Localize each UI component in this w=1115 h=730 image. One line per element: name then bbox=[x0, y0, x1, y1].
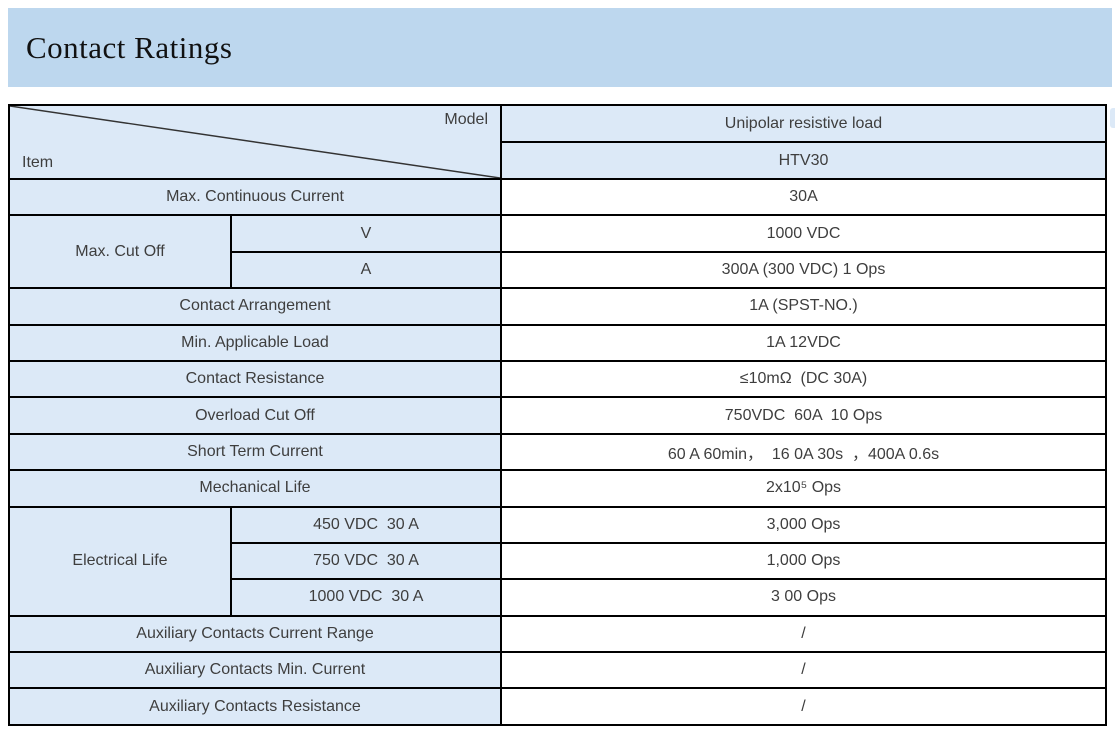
table-row: Electrical Life 450 VDC 30 A 3,000 Ops bbox=[8, 505, 1107, 617]
row-sub-label: 450 VDC 30 A bbox=[230, 505, 502, 544]
table-row: Max. Continuous Current 30A bbox=[8, 177, 1107, 217]
diagonal-divider bbox=[11, 107, 499, 177]
table-row: Overload Cut Off 750VDC 60A 10 Ops bbox=[8, 396, 1107, 435]
row-value: 60 A 60min， 16 0A 30s ，400A 0.6s bbox=[500, 432, 1107, 472]
header-model: HTV30 bbox=[500, 141, 1107, 180]
row-sub-label: 750 VDC 30 A bbox=[230, 541, 502, 581]
row-value: / bbox=[500, 651, 1107, 690]
page-title: Contact Ratings bbox=[26, 29, 233, 65]
row-label: Mechanical Life bbox=[8, 469, 502, 508]
row-value: 3,000 Ops bbox=[500, 505, 1107, 544]
corner-cell: Model Item bbox=[8, 104, 502, 180]
row-value: 3 00 Ops bbox=[500, 578, 1107, 617]
row-value: ≤10mΩ (DC 30A) bbox=[500, 359, 1107, 399]
table-row: Auxiliary Contacts Current Range / bbox=[8, 614, 1107, 654]
table-row: Auxiliary Contacts Resistance / bbox=[8, 687, 1107, 726]
row-value: 1000 VDC bbox=[500, 214, 1107, 253]
table-row: Model Item Unipolar resistive load bbox=[8, 104, 1107, 180]
row-value: / bbox=[500, 687, 1107, 726]
row-label: Auxiliary Contacts Current Range bbox=[8, 614, 502, 654]
contact-ratings-table: Model Item Unipolar resistive load HTV30… bbox=[8, 104, 1107, 726]
table-row: Short Term Current 60 A 60min， 16 0A 30s… bbox=[8, 432, 1107, 472]
row-value: 2x10⁵ Ops bbox=[500, 469, 1107, 508]
table-row: Auxiliary Contacts Min. Current / bbox=[8, 651, 1107, 690]
header-load-type: Unipolar resistive load bbox=[500, 104, 1107, 143]
row-value: 30A bbox=[500, 177, 1107, 217]
row-label: Auxiliary Contacts Min. Current bbox=[8, 651, 502, 690]
row-value: 1A (SPST-NO.) bbox=[500, 287, 1107, 326]
row-sub-label: A bbox=[230, 250, 502, 290]
table-row: Contact Arrangement 1A (SPST-NO.) bbox=[8, 287, 1107, 326]
title-band: Contact Ratings bbox=[8, 8, 1112, 87]
table-row: Max. Cut Off V 1000 VDC bbox=[8, 214, 1107, 290]
row-label: Min. Applicable Load bbox=[8, 323, 502, 362]
table-row: 1000 VDC 30 A 3 00 Ops bbox=[9, 578, 1107, 617]
corner-item-label: Item bbox=[22, 154, 54, 171]
table-row: 750 VDC 30 A 1,000 Ops bbox=[9, 541, 1107, 581]
row-value: 1,000 Ops bbox=[500, 541, 1107, 581]
row-value: / bbox=[500, 614, 1107, 654]
row-value: 300A (300 VDC) 1 Ops bbox=[500, 250, 1107, 290]
row-value: 750VDC 60A 10 Ops bbox=[500, 396, 1107, 435]
corner-model-label: Model bbox=[444, 111, 488, 128]
row-sub-label: 1000 VDC 30 A bbox=[230, 578, 502, 617]
table-row: Contact Resistance ≤10mΩ (DC 30A) bbox=[8, 359, 1107, 399]
row-label: Max. Continuous Current bbox=[8, 177, 502, 217]
table-row: A 300A (300 VDC) 1 Ops bbox=[9, 250, 1107, 290]
row-label: Max. Cut Off bbox=[8, 214, 232, 290]
row-label: Contact Arrangement bbox=[8, 287, 502, 326]
table-row: Mechanical Life 2x10⁵ Ops bbox=[8, 469, 1107, 508]
row-label: Electrical Life bbox=[8, 505, 232, 617]
row-label: Short Term Current bbox=[8, 432, 502, 472]
row-label: Contact Resistance bbox=[8, 359, 502, 399]
row-label: Auxiliary Contacts Resistance bbox=[8, 687, 502, 726]
row-value: 1A 12VDC bbox=[500, 323, 1107, 362]
next-column-fragment bbox=[1110, 108, 1115, 128]
row-label: Overload Cut Off bbox=[8, 396, 502, 435]
row-sub-label: V bbox=[230, 214, 502, 253]
table-row: Min. Applicable Load 1A 12VDC bbox=[8, 323, 1107, 362]
corner-cell-inner: Model Item bbox=[11, 107, 499, 177]
table-row: HTV30 bbox=[9, 141, 1107, 180]
